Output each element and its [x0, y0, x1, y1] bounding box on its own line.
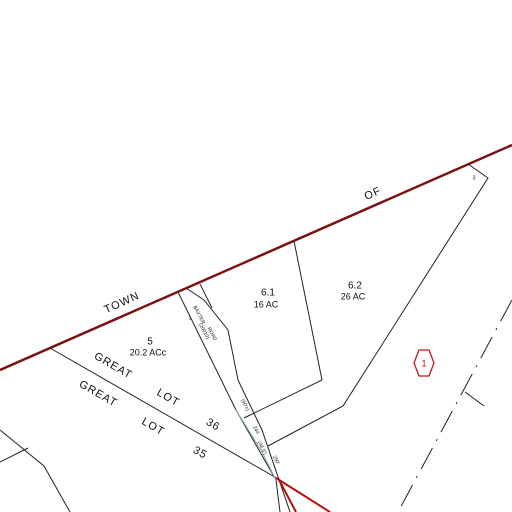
boundary-red	[275, 477, 331, 512]
road	[177, 287, 291, 512]
break-mark	[464, 391, 485, 407]
corner-mark: 3	[473, 175, 476, 181]
dash-line	[397, 299, 512, 512]
dimension: (90'±)	[239, 398, 250, 412]
parcel-area: 26 AC	[341, 291, 366, 301]
parcel-area: 20.2 ACc	[130, 347, 167, 357]
parcel-lines	[0, 163, 489, 512]
boundary-red	[277, 477, 297, 512]
corner-mark: 1	[189, 315, 192, 321]
stream	[235, 409, 277, 481]
parcel-id: 6.2	[348, 281, 362, 292]
parcel-id: 6.1	[261, 288, 275, 299]
parcel-area: 16 AC	[254, 299, 279, 309]
map-hexagon	[413, 349, 435, 377]
map-number: 1	[421, 358, 426, 368]
parcel-id: 5	[147, 337, 153, 348]
town-line	[0, 143, 512, 372]
dimension: 250'	[271, 455, 281, 466]
dimension: 244	[251, 425, 260, 435]
